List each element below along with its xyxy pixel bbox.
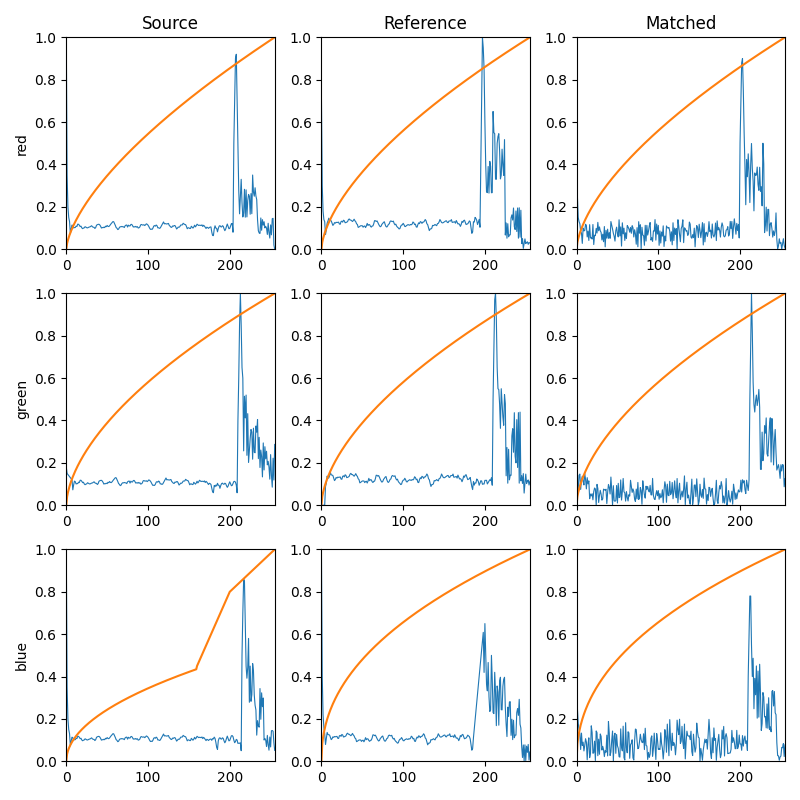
Y-axis label: blue: blue xyxy=(15,640,29,670)
Title: Reference: Reference xyxy=(384,15,467,33)
Title: Matched: Matched xyxy=(645,15,717,33)
Title: Source: Source xyxy=(142,15,199,33)
Y-axis label: red: red xyxy=(15,132,29,154)
Y-axis label: green: green xyxy=(15,379,29,419)
